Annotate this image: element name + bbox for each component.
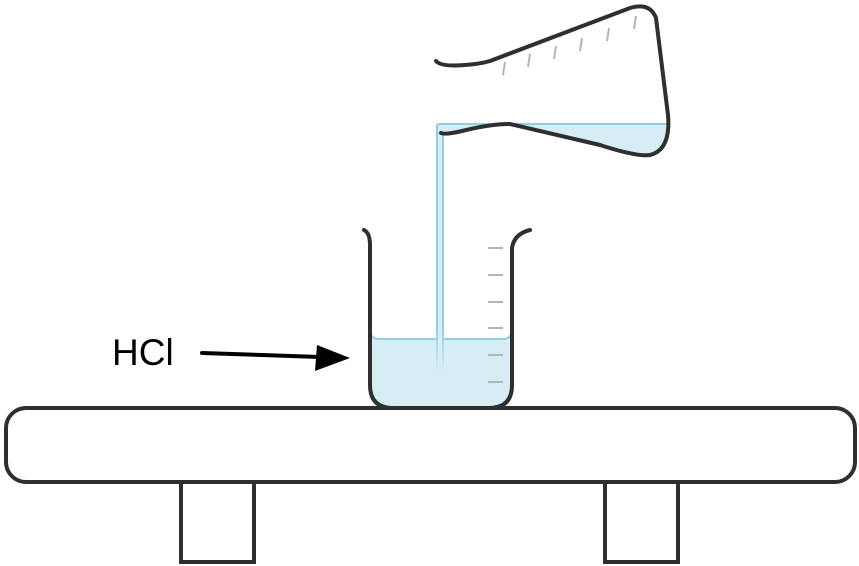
beaker-graduation-marks <box>488 247 503 383</box>
beaker <box>362 228 532 410</box>
table-leg-left <box>179 480 256 564</box>
pouring-flask <box>434 4 671 158</box>
pointer-arrow <box>200 345 350 371</box>
table-leg-right <box>603 480 680 564</box>
hcl-label: HCl <box>112 332 174 373</box>
table-top <box>4 406 857 484</box>
flask-graduation-marks <box>502 15 637 76</box>
pouring-stream <box>436 124 444 374</box>
